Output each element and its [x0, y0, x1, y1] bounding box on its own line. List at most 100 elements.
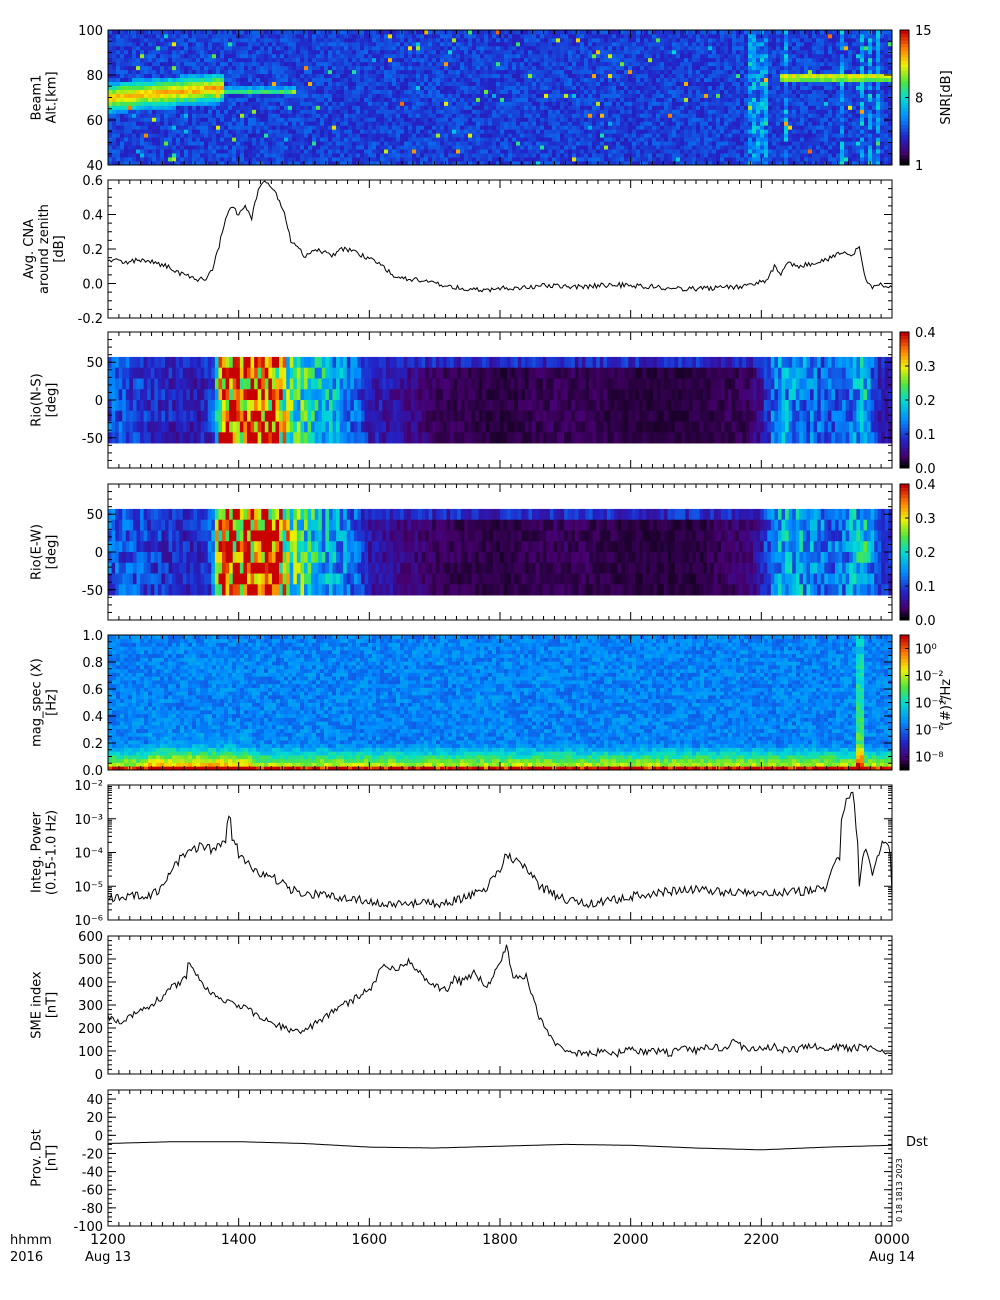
snr-cell	[444, 145, 448, 149]
snr-cell	[236, 94, 240, 98]
snr-cell	[548, 70, 552, 74]
snr-cell	[660, 149, 664, 153]
snr-cell	[152, 105, 156, 109]
snr-cell	[360, 54, 364, 58]
snr-cell	[424, 137, 428, 141]
snr-cell	[248, 38, 252, 42]
snr-cell	[264, 101, 268, 105]
snr-cell	[552, 157, 556, 161]
snr-cell	[588, 94, 592, 98]
snr-cell	[308, 117, 312, 121]
snr-cell	[436, 34, 440, 38]
snr-cell	[656, 62, 660, 66]
snr-cell	[224, 46, 228, 50]
snr-cell	[188, 157, 192, 161]
snr-cell	[464, 145, 468, 149]
snr-cell	[548, 86, 552, 90]
snr-cell	[436, 125, 440, 129]
snr-cell	[488, 145, 492, 149]
snr-cell	[280, 78, 284, 82]
snr-cell	[532, 98, 536, 102]
snr-cell	[140, 105, 144, 109]
snr-cell	[340, 141, 344, 145]
snr-cell	[272, 74, 276, 78]
snr-cell	[232, 54, 236, 58]
snr-cell	[452, 86, 456, 90]
snr-cell	[392, 90, 396, 94]
snr-cell	[664, 54, 668, 58]
snr-cell	[320, 133, 324, 137]
snr-cell	[676, 90, 680, 94]
snr-cell	[248, 66, 252, 70]
snr-cell	[116, 62, 120, 66]
snr-cell	[132, 109, 136, 113]
snr-cell	[328, 62, 332, 66]
snr-cell	[164, 149, 168, 153]
snr-cell	[552, 58, 556, 62]
snr-cell	[620, 117, 624, 121]
snr-cell	[144, 101, 148, 105]
snr-cell	[424, 70, 428, 74]
snr-cell	[404, 58, 408, 62]
snr-cell	[492, 46, 496, 50]
snr-cell	[184, 86, 188, 90]
snr-cell	[512, 157, 516, 161]
snr-cell	[476, 82, 480, 86]
snr-cell	[248, 54, 252, 58]
snr-cell	[136, 113, 140, 117]
snr-cell	[268, 34, 272, 38]
snr-cell	[220, 54, 224, 58]
snr-cell	[496, 113, 500, 117]
snr-cell	[564, 86, 568, 90]
snr-cell	[300, 82, 304, 86]
snr-cell	[400, 74, 404, 78]
snr-cell	[584, 38, 588, 42]
snr-cell	[628, 50, 632, 54]
snr-cell	[660, 101, 664, 105]
snr-cell	[148, 137, 152, 141]
snr-cell	[244, 129, 248, 133]
snr-cell	[452, 121, 456, 125]
snr-cell	[640, 78, 644, 82]
snr-cell	[648, 66, 652, 70]
snr-cell	[564, 109, 568, 113]
snr-cell	[364, 82, 368, 86]
snr-cell	[460, 153, 464, 157]
snr-cell	[460, 109, 464, 113]
snr-cell	[672, 62, 676, 66]
snr-cell	[504, 98, 508, 102]
snr-cell	[176, 86, 180, 90]
snr-cell	[448, 94, 452, 98]
snr-cell	[392, 42, 396, 46]
snr-cell	[420, 121, 424, 125]
snr-cell	[584, 121, 588, 125]
snr-cell	[416, 133, 420, 137]
snr-cell	[176, 125, 180, 129]
snr-cell	[336, 157, 340, 161]
snr-cell	[432, 42, 436, 46]
snr-cell	[248, 149, 252, 153]
snr-cell	[308, 145, 312, 149]
snr-cell	[244, 50, 248, 54]
snr-cell	[280, 101, 284, 105]
snr-cell	[504, 86, 508, 90]
snr-cell	[500, 125, 504, 129]
snr-cell	[480, 101, 484, 105]
snr-cell	[212, 34, 216, 38]
snr-cell	[564, 38, 568, 42]
snr-cell	[200, 58, 204, 62]
snr-cell	[256, 58, 260, 62]
snr-cell	[132, 38, 136, 42]
snr-cell	[428, 82, 432, 86]
snr-cell	[240, 66, 244, 70]
snr-cell	[264, 117, 268, 121]
snr-cell	[616, 145, 620, 149]
snr-cell	[632, 82, 636, 86]
snr-cell	[152, 157, 156, 161]
snr-cell	[292, 145, 296, 149]
snr-cell	[408, 82, 412, 86]
snr-cell	[228, 86, 232, 90]
snr-cell	[680, 62, 684, 66]
snr-cell	[640, 105, 644, 109]
snr-cell	[252, 121, 256, 125]
